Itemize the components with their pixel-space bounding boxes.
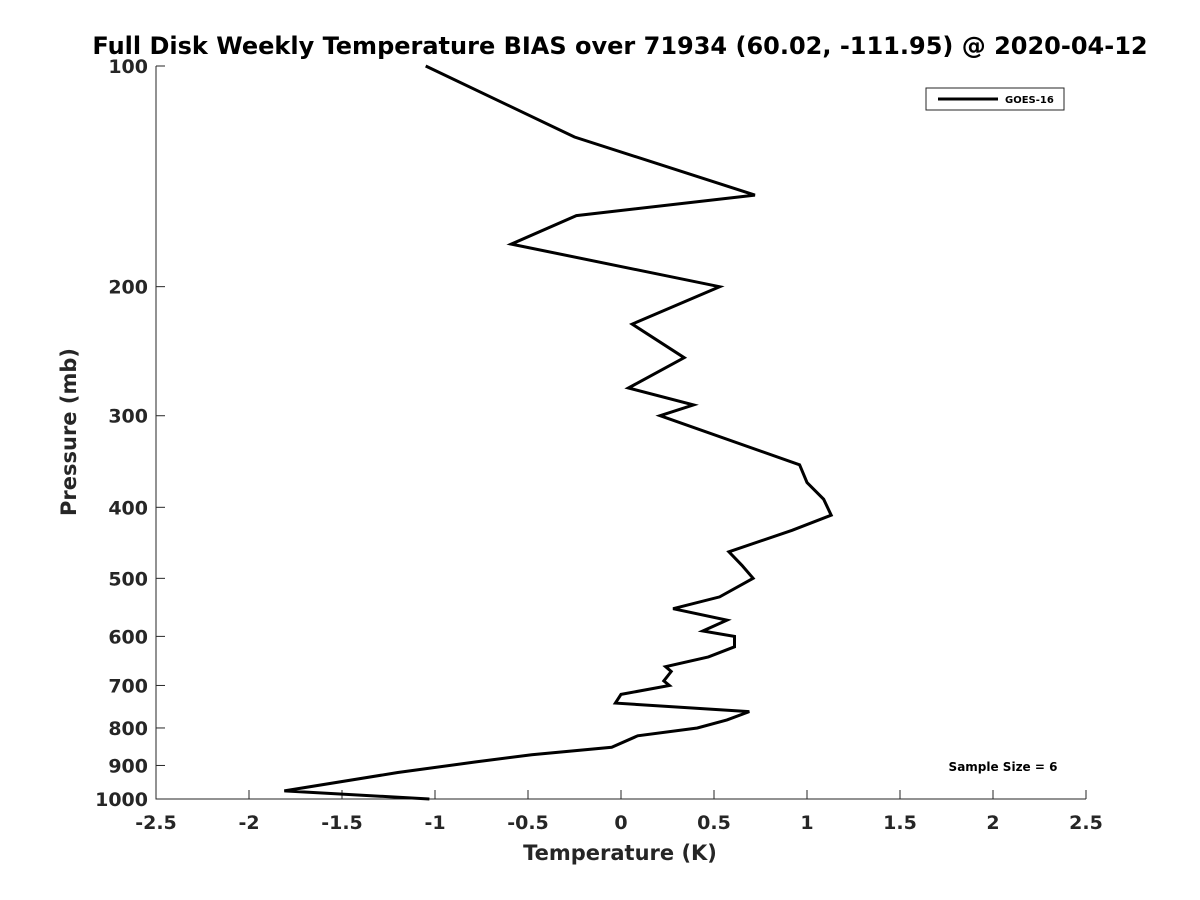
y-tick-label: 200: [108, 277, 148, 299]
y-tick-label: 500: [108, 568, 148, 590]
x-tick-label: -2.5: [135, 812, 177, 834]
x-tick-label: -2: [238, 812, 259, 834]
y-tick-label: 100: [108, 56, 148, 78]
legend-label-goes16: GOES-16: [1005, 95, 1054, 106]
x-axis-ticks: -2.5 -2 -1.5 -1 -0.5 0 0.5 1 1.5 2 2.5: [135, 790, 1103, 834]
y-tick-label: 300: [108, 406, 148, 428]
x-tick-label: -1.5: [321, 812, 363, 834]
y-tick-label: 1000: [95, 789, 148, 811]
y-axis-ticks: 100 200 300 400 500 600 700 800 900 1000: [95, 56, 165, 811]
axis-lines: [155, 66, 1086, 800]
x-tick-label: 1.5: [883, 812, 917, 834]
x-tick-label: 0.5: [697, 812, 731, 834]
x-axis-label: Temperature (K): [523, 841, 717, 865]
y-tick-label: 400: [108, 497, 148, 519]
series-group: [284, 64, 834, 801]
sample-size-annotation: Sample Size = 6: [949, 760, 1058, 774]
y-tick-label: 600: [108, 626, 148, 648]
x-tick-label: 2: [986, 812, 999, 834]
x-tick-label: 0: [614, 812, 627, 834]
chart-title: Full Disk Weekly Temperature BIAS over 7…: [92, 32, 1147, 60]
y-tick-label: 700: [108, 675, 148, 697]
x-tick-label: -0.5: [507, 812, 549, 834]
x-tick-label: 2.5: [1069, 812, 1103, 834]
y-tick-label: 900: [108, 755, 148, 777]
x-tick-label: -1: [424, 812, 445, 834]
y-tick-label: 800: [108, 718, 148, 740]
x-tick-label: 1: [800, 812, 813, 834]
legend: GOES-16: [925, 87, 1065, 111]
y-axis-label: Pressure (mb): [57, 348, 81, 516]
series-line-goes16: [284, 64, 834, 801]
